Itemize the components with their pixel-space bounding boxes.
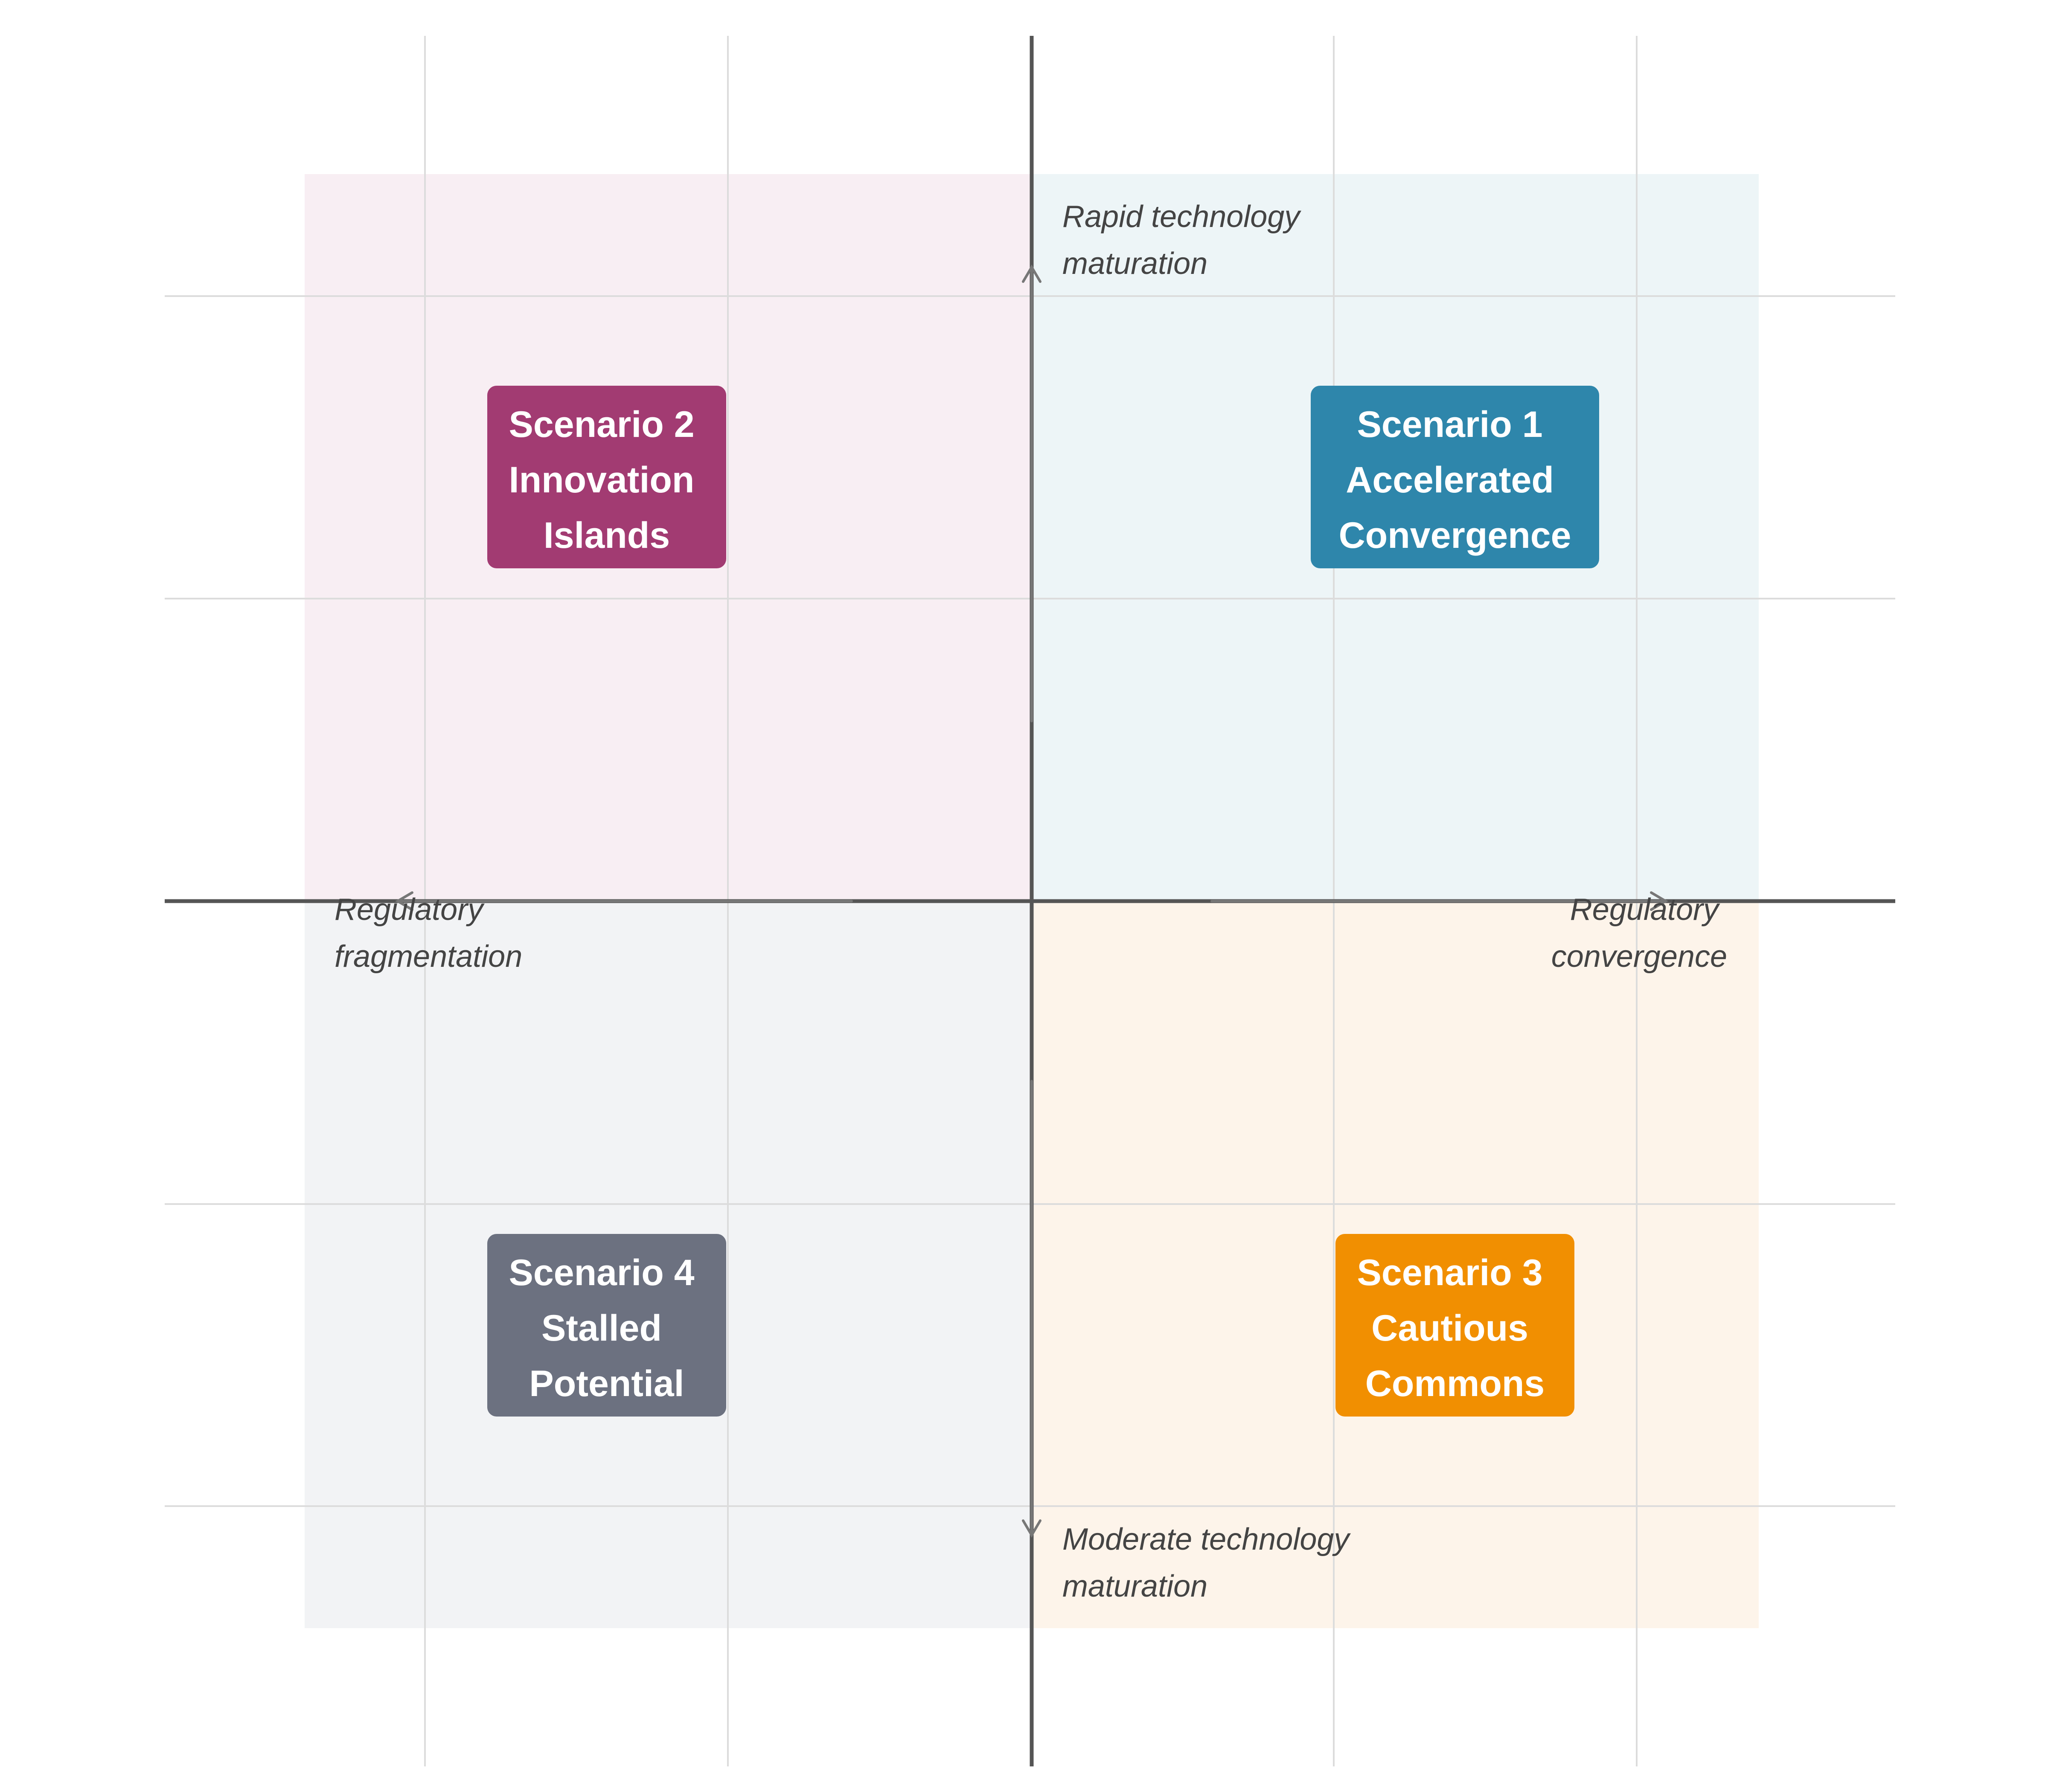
- axis-label-top: Rapid technology maturation: [1062, 200, 1308, 281]
- arrow-left-icon: [395, 891, 413, 911]
- arrow-right-icon: [1650, 891, 1668, 911]
- scenario-4-label: Scenario 4 Stalled Potential: [509, 1252, 705, 1404]
- scenario-2-background: [487, 386, 726, 568]
- scenario-2-label: Scenario 2 Innovation Islands: [509, 404, 705, 556]
- scenario-3-background: [1335, 1234, 1574, 1417]
- axis-labels: Rapid technology maturation Moderate tec…: [335, 200, 1727, 1603]
- direction-arrows: [395, 265, 1668, 1538]
- scenario-3-box: Scenario 3 Cautious Commons: [1335, 1234, 1574, 1417]
- scenario-4-box: Scenario 4 Stalled Potential: [487, 1234, 726, 1417]
- arrow-down-icon: [1022, 1519, 1041, 1538]
- scenario-1-label: Scenario 1 Accelerated Convergence: [1339, 404, 1571, 556]
- axis-label-right: Regulatory convergence: [1551, 893, 1727, 974]
- scenario-4-background: [487, 1234, 726, 1417]
- arrow-up-icon: [1022, 265, 1041, 283]
- scenario-1-background: [1311, 386, 1599, 568]
- scenario-1-box: Scenario 1 Accelerated Convergence: [1311, 386, 1599, 568]
- axis-label-left: Regulatory fragmentation: [335, 893, 522, 974]
- axis-label-bottom: Moderate technology maturation: [1062, 1522, 1358, 1603]
- scenario-3-label: Scenario 3 Cautious Commons: [1357, 1252, 1553, 1404]
- scenario-2-box: Scenario 2 Innovation Islands: [487, 386, 726, 568]
